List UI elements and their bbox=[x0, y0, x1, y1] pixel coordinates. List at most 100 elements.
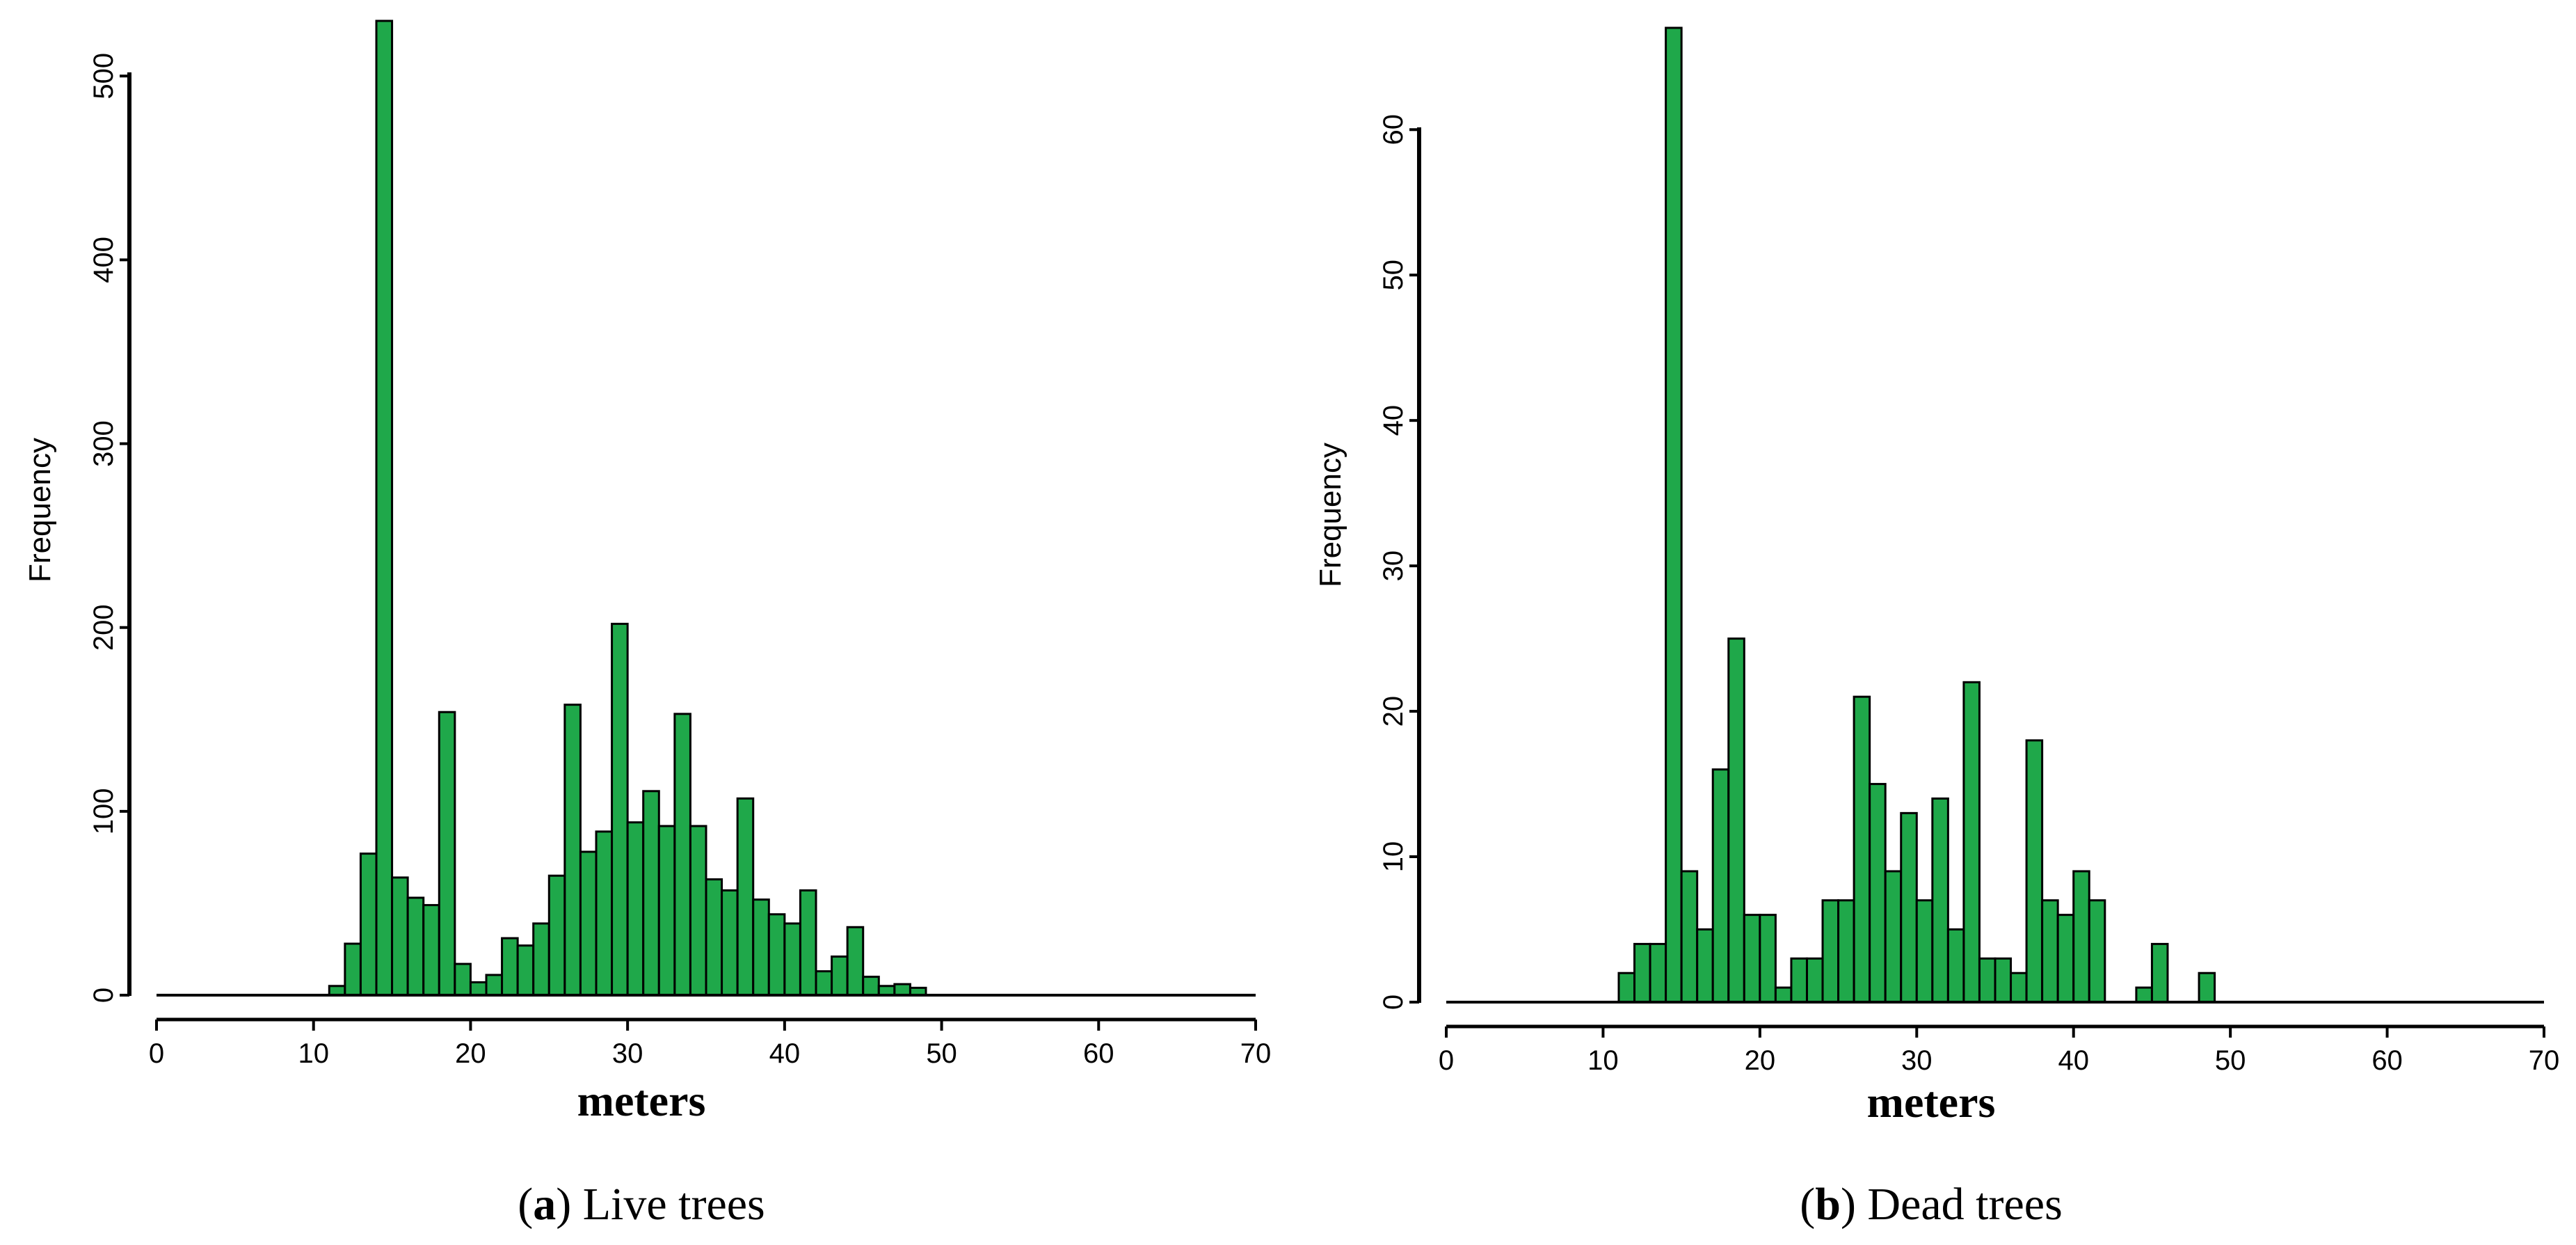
caption-text: Dead trees bbox=[1856, 1179, 2063, 1230]
bar-dead-trees-31 bbox=[1931, 797, 1949, 1004]
x-tick-label-dead-trees-20: 20 bbox=[1745, 1045, 1776, 1076]
y-tick-label-dead-trees-30: 30 bbox=[1378, 550, 1409, 582]
bar-dead-trees-30 bbox=[1915, 899, 1934, 1004]
y-axis-label-live-trees: Frequency bbox=[23, 438, 57, 582]
panel-live-trees: 0 10 20 30 40 50 60 70 0 100 200 300 400 500 Frequen… bbox=[23, 19, 1272, 1230]
x-tick-label-live-trees-40: 40 bbox=[769, 1038, 801, 1069]
y-tick-label-dead-trees-10: 10 bbox=[1378, 841, 1409, 873]
caption-close-paren: ) bbox=[556, 1179, 571, 1230]
bar-live-trees-38 bbox=[752, 898, 770, 997]
bar-dead-trees-33 bbox=[1962, 681, 1981, 1004]
bar-dead-trees-11 bbox=[1617, 972, 1636, 1004]
bar-dead-trees-40 bbox=[2072, 870, 2090, 1004]
y-tick-label-dead-trees-40: 40 bbox=[1378, 405, 1409, 436]
bar-live-trees-32 bbox=[657, 825, 676, 997]
bar-dead-trees-18 bbox=[1727, 637, 1745, 1004]
bar-live-trees-27 bbox=[579, 850, 598, 997]
bars-live-trees bbox=[328, 19, 927, 997]
bar-live-trees-13 bbox=[359, 853, 378, 997]
caption-open-paren: ( bbox=[1800, 1179, 1815, 1230]
bar-live-trees-26 bbox=[563, 704, 582, 997]
bar-dead-trees-22 bbox=[1790, 957, 1808, 1004]
caption-dead-trees: (b) Dead trees bbox=[1800, 1179, 2063, 1230]
bar-dead-trees-15 bbox=[1680, 870, 1699, 1004]
x-tick-label-live-trees-50: 50 bbox=[926, 1038, 957, 1069]
bar-dead-trees-37 bbox=[2025, 739, 2044, 1004]
bar-dead-trees-21 bbox=[1774, 986, 1793, 1004]
bar-dead-trees-20 bbox=[1759, 914, 1777, 1004]
bar-dead-trees-29 bbox=[1900, 811, 1918, 1004]
bar-dead-trees-34 bbox=[1978, 957, 1997, 1004]
bar-dead-trees-13 bbox=[1649, 942, 1667, 1004]
bar-dead-trees-41 bbox=[2088, 899, 2106, 1004]
bar-live-trees-30 bbox=[626, 821, 645, 997]
bar-live-trees-35 bbox=[705, 878, 723, 997]
bar-live-trees-20 bbox=[469, 981, 488, 997]
caption-text: Live trees bbox=[571, 1179, 765, 1230]
bar-dead-trees-45 bbox=[2150, 942, 2169, 1004]
caption-close-paren: ) bbox=[1841, 1179, 1856, 1230]
bar-live-trees-47 bbox=[893, 983, 911, 997]
x-ticks-dead-trees: 0 10 20 30 40 50 60 70 bbox=[1439, 1026, 2559, 1076]
bar-live-trees-36 bbox=[721, 889, 739, 997]
y-tick-label-live-trees-400: 400 bbox=[88, 237, 119, 283]
bar-dead-trees-25 bbox=[1837, 899, 1855, 1004]
bar-dead-trees-44 bbox=[2135, 986, 2153, 1004]
bar-dead-trees-16 bbox=[1696, 928, 1714, 1004]
caption-open-paren: ( bbox=[518, 1179, 533, 1230]
bar-live-trees-18 bbox=[438, 711, 456, 997]
y-tick-label-live-trees-300: 300 bbox=[88, 420, 119, 467]
bar-live-trees-25 bbox=[547, 874, 566, 997]
y-tick-label-live-trees-100: 100 bbox=[88, 788, 119, 834]
x-tick-label-live-trees-70: 70 bbox=[1240, 1038, 1272, 1069]
x-tick-label-live-trees-0: 0 bbox=[149, 1038, 164, 1069]
bar-live-trees-34 bbox=[689, 825, 707, 997]
bar-live-trees-29 bbox=[611, 622, 629, 997]
bar-live-trees-45 bbox=[862, 976, 880, 997]
bar-live-trees-16 bbox=[406, 896, 425, 997]
bar-live-trees-12 bbox=[344, 942, 362, 997]
x-tick-label-dead-trees-40: 40 bbox=[2058, 1045, 2089, 1076]
bar-live-trees-28 bbox=[595, 830, 614, 997]
bar-dead-trees-17 bbox=[1711, 768, 1730, 1004]
y-tick-label-dead-trees-50: 50 bbox=[1378, 260, 1409, 291]
bar-live-trees-23 bbox=[516, 944, 535, 997]
x-axis-label-live-trees: meters bbox=[577, 1076, 706, 1125]
bar-dead-trees-23 bbox=[1805, 957, 1824, 1004]
bar-dead-trees-38 bbox=[2041, 899, 2059, 1004]
bar-live-trees-44 bbox=[846, 926, 865, 997]
bar-live-trees-33 bbox=[673, 713, 691, 997]
bar-dead-trees-35 bbox=[1994, 957, 2013, 1004]
bar-live-trees-39 bbox=[767, 913, 786, 997]
caption-letter: b bbox=[1815, 1179, 1841, 1230]
bar-dead-trees-19 bbox=[1743, 914, 1761, 1004]
x-tick-label-live-trees-20: 20 bbox=[455, 1038, 486, 1069]
bar-live-trees-40 bbox=[783, 922, 801, 997]
bar-dead-trees-14 bbox=[1665, 26, 1683, 1004]
bar-live-trees-37 bbox=[736, 797, 755, 997]
x-tick-label-dead-trees-0: 0 bbox=[1439, 1045, 1454, 1076]
y-tick-label-dead-trees-0: 0 bbox=[1378, 994, 1409, 1010]
bar-dead-trees-12 bbox=[1633, 942, 1651, 1004]
bar-live-trees-43 bbox=[831, 955, 849, 997]
x-tick-label-dead-trees-60: 60 bbox=[2371, 1045, 2403, 1076]
y-tick-label-live-trees-0: 0 bbox=[88, 988, 119, 1003]
x-tick-label-dead-trees-10: 10 bbox=[1587, 1045, 1619, 1076]
bar-dead-trees-39 bbox=[2056, 914, 2075, 1004]
bar-live-trees-41 bbox=[799, 889, 817, 997]
x-tick-label-dead-trees-50: 50 bbox=[2215, 1045, 2246, 1076]
bar-live-trees-24 bbox=[532, 922, 550, 997]
bar-dead-trees-26 bbox=[1853, 695, 1871, 1004]
bar-dead-trees-36 bbox=[2010, 972, 2028, 1004]
x-axis-label-dead-trees: meters bbox=[1867, 1077, 1996, 1127]
bar-live-trees-31 bbox=[642, 790, 660, 997]
y-axis-label-dead-trees: Frequency bbox=[1313, 443, 1347, 587]
y-tick-label-dead-trees-20: 20 bbox=[1378, 696, 1409, 727]
y-ticks-dead-trees: 0 10 20 30 40 50 60 bbox=[1378, 114, 1419, 1010]
x-tick-label-live-trees-10: 10 bbox=[298, 1038, 329, 1069]
x-tick-label-live-trees-60: 60 bbox=[1083, 1038, 1114, 1069]
bar-live-trees-21 bbox=[485, 974, 504, 997]
